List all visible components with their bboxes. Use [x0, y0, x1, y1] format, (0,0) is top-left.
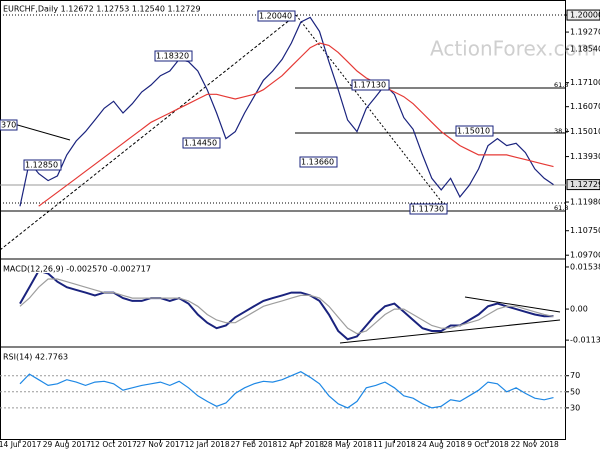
y-tick-label: 1.09700 — [570, 251, 600, 260]
plot-frame — [0, 0, 566, 440]
macd-trend — [339, 319, 561, 344]
series-line — [19, 16, 554, 207]
annotation-box — [351, 79, 390, 91]
annotation: 1.15010 — [457, 127, 490, 136]
series-line — [19, 278, 554, 335]
y-tick-label: 50 — [570, 387, 580, 396]
x-tick-label: 27 Feb 2018 — [231, 440, 278, 449]
x-tick-label: 9 Oct 2018 — [467, 440, 509, 449]
level-box — [566, 9, 600, 21]
y-tick-label: 0.00 — [570, 305, 588, 314]
x-tick-label: 12 Jan 2018 — [185, 440, 230, 449]
annotation: 1.11730 — [411, 205, 444, 214]
x-tick-label: 29 Aug 2017 — [43, 440, 91, 449]
y-tick-label: 1.20000 — [570, 11, 600, 20]
y-tick-label: 30 — [570, 403, 580, 412]
annotation-box — [299, 156, 338, 168]
panel-title: EURCHF,Daily 1.12672 1.12753 1.12540 1.1… — [3, 5, 201, 14]
x-tick-label: 27 Nov 2017 — [136, 440, 184, 449]
macd-trend — [464, 296, 561, 313]
annotation-box — [409, 203, 448, 215]
annotation: 1.17130 — [353, 81, 386, 90]
annotation: 1.14450 — [184, 139, 217, 148]
annotation: 61.8 — [554, 204, 568, 212]
title-bg — [1, 3, 204, 13]
annotation-box — [182, 137, 221, 149]
annotation: 1.20040 — [259, 12, 292, 21]
y-tick-label: 1.17100 — [570, 78, 600, 87]
watermark: ActionForex.com — [430, 37, 596, 61]
x-tick-label: 14 Jul 2017 — [0, 440, 41, 449]
panel-title: RSI(14) 42.7763 — [3, 353, 68, 362]
y-tick-label: 1.18540 — [570, 45, 600, 54]
x-tick-label: 12 Oct 2017 — [90, 440, 137, 449]
x-tick-label: 12 Apr 2018 — [278, 440, 325, 449]
y-tick-label: 1.16070 — [570, 102, 600, 111]
annotation: 370 — [1, 121, 16, 130]
annotation-box — [23, 159, 62, 171]
title-bg — [1, 351, 70, 361]
y-tick-label: -0.011352 — [570, 336, 600, 345]
y-tick-label: 0.015385 — [570, 262, 600, 271]
y-tick-label: 1.19270 — [570, 28, 600, 37]
annotation: 1.13660 — [301, 158, 334, 167]
y-tick-label: 1.11980 — [570, 198, 600, 207]
annotation-box — [154, 50, 193, 62]
fib-line — [295, 14, 449, 211]
x-tick-label: 11 Jul 2018 — [373, 440, 416, 449]
annotation-box — [455, 125, 494, 137]
last-price-label: 1.12729 — [570, 180, 600, 189]
x-tick-label: 28 May 2018 — [323, 440, 372, 449]
annotation: 38.2 — [554, 127, 568, 135]
last-price-box — [566, 179, 600, 191]
annotation: 1.18320 — [156, 52, 189, 61]
x-tick-label: 22 Nov 2018 — [511, 440, 559, 449]
panel-title: MACD(12,26,9) -0.002570 -0.002717 — [3, 265, 151, 274]
y-tick-label: 70 — [570, 371, 580, 380]
series-line — [19, 371, 554, 409]
annotation-box — [0, 119, 18, 131]
annotation-box — [257, 10, 296, 22]
x-tick-label: 24 Aug 2018 — [417, 440, 465, 449]
title-bg — [1, 263, 153, 273]
marks: 1.20000 1.19270 1.18540 1.17100 1.16070 1.150… — [0, 3, 600, 449]
y-tick-label: 1.10750 — [570, 226, 600, 235]
annotation: 1.12850 — [25, 161, 58, 170]
annotation: 61.8 — [554, 81, 568, 89]
y-tick-label: 1.13930 — [570, 152, 600, 161]
y-tick-label: 1.15010 — [570, 127, 600, 136]
series-line — [38, 42, 554, 207]
